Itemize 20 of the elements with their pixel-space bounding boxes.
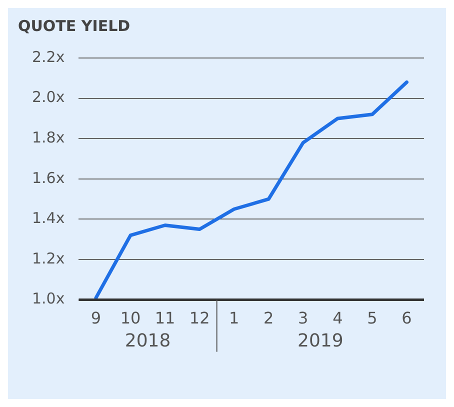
x-tick-label: 4 [332,308,343,328]
x-tick-label: 12 [189,308,210,328]
y-tick-label: 2.2x [32,48,65,66]
y-tick-label: 1.8x [32,128,65,146]
y-tick-label: 1.4x [32,209,65,228]
y-tick-label: 2.0x [32,88,65,106]
y-tick-label: 1.0x [32,290,65,308]
x-tick-label: 3 [298,308,308,328]
y-tick-label: 1.6x [32,168,65,187]
x-tick-label: 9 [90,308,102,328]
y-tick-label: 1.2x [32,249,65,268]
x-tick-label: 1 [229,308,240,328]
x-tick-label: 11 [154,308,176,328]
text: 2019 [298,330,344,352]
x-tick-label: 10 [120,308,141,328]
x-tick-label: 5 [367,308,378,328]
chart-title: QUOTE YIELD [18,16,130,35]
text: 2018 [124,330,171,352]
x-tick-label: 6 [402,308,412,328]
x-tick-label: 2 [264,308,274,328]
